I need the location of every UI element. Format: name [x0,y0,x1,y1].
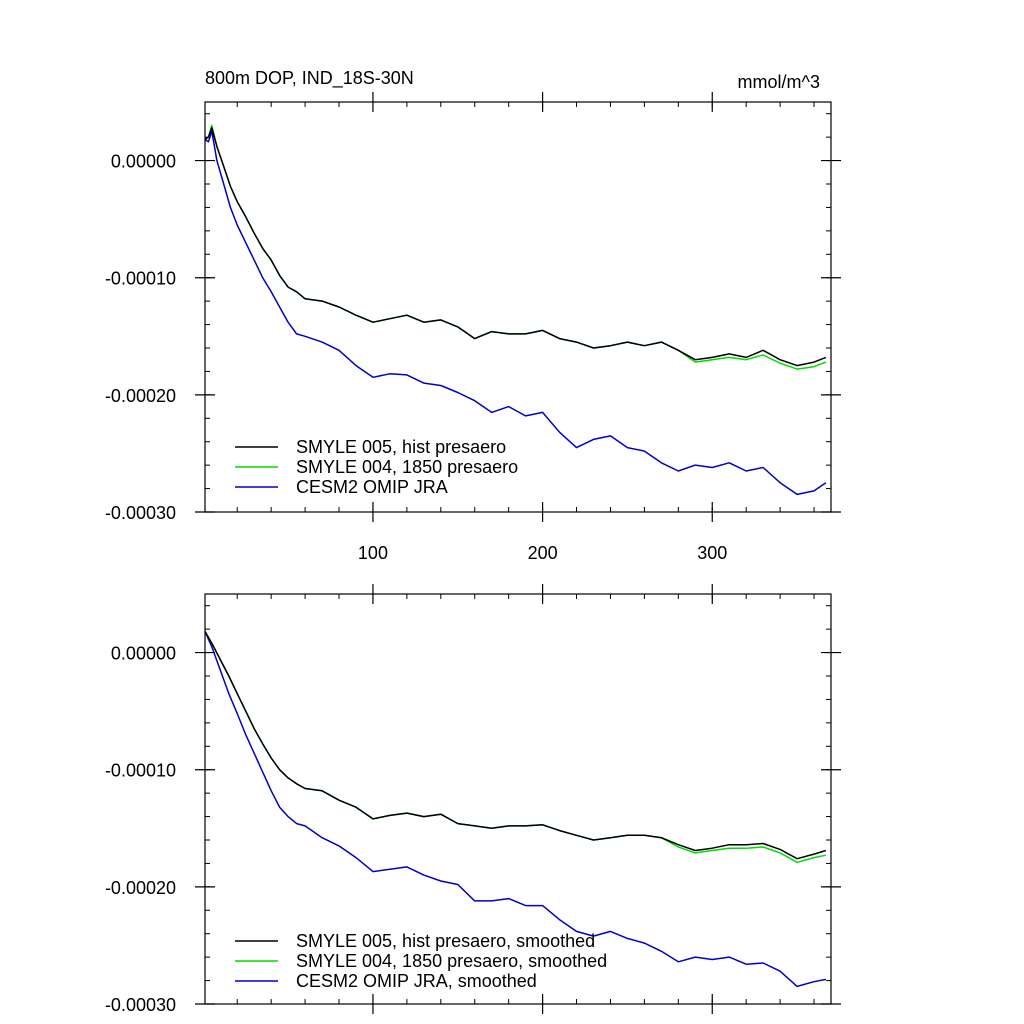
y-tick-label: -0.00010 [105,269,176,289]
series-line [204,130,827,496]
x-tick-label: 300 [697,543,727,563]
legend-label: SMYLE 004, 1850 presaero [296,457,518,477]
series-line [204,631,827,860]
chart-title: 800m DOP, IND_18S-30N [205,68,414,89]
y-tick-label: -0.00010 [105,761,176,781]
y-tick-label: 0.00000 [111,152,176,172]
y-tick-label: -0.00030 [105,995,176,1015]
top-panel: 800m DOP, IND_18S-30N mmol/m^3 0.00000 -0… [105,68,841,563]
y-tick-label: -0.00020 [105,878,176,898]
bottom-panel: 0.00000 -0.00010 -0.00020 -0.00030 SMYLE 005… [105,584,841,1015]
x-tick-label: 100 [358,543,388,563]
legend-label: SMYLE 005, hist presaero [296,437,506,457]
x-tick-label: 200 [528,543,558,563]
legend-label: SMYLE 005, hist presaero, smoothed [296,931,595,951]
series-line [204,127,827,367]
legend-label: CESM2 OMIP JRA, smoothed [296,971,537,991]
series-line [204,631,827,988]
plot-frame [204,593,832,1005]
y-tick-label: 0.00000 [111,644,176,664]
series-line [204,631,827,864]
y-tick-label: -0.00030 [105,503,176,523]
y-tick-label: -0.00020 [105,386,176,406]
series-line [204,124,827,370]
units-label: mmol/m^3 [738,72,820,92]
legend-label: SMYLE 004, 1850 presaero, smoothed [296,951,607,971]
plot-frame [204,101,832,513]
legend-label: CESM2 OMIP JRA [296,477,448,497]
